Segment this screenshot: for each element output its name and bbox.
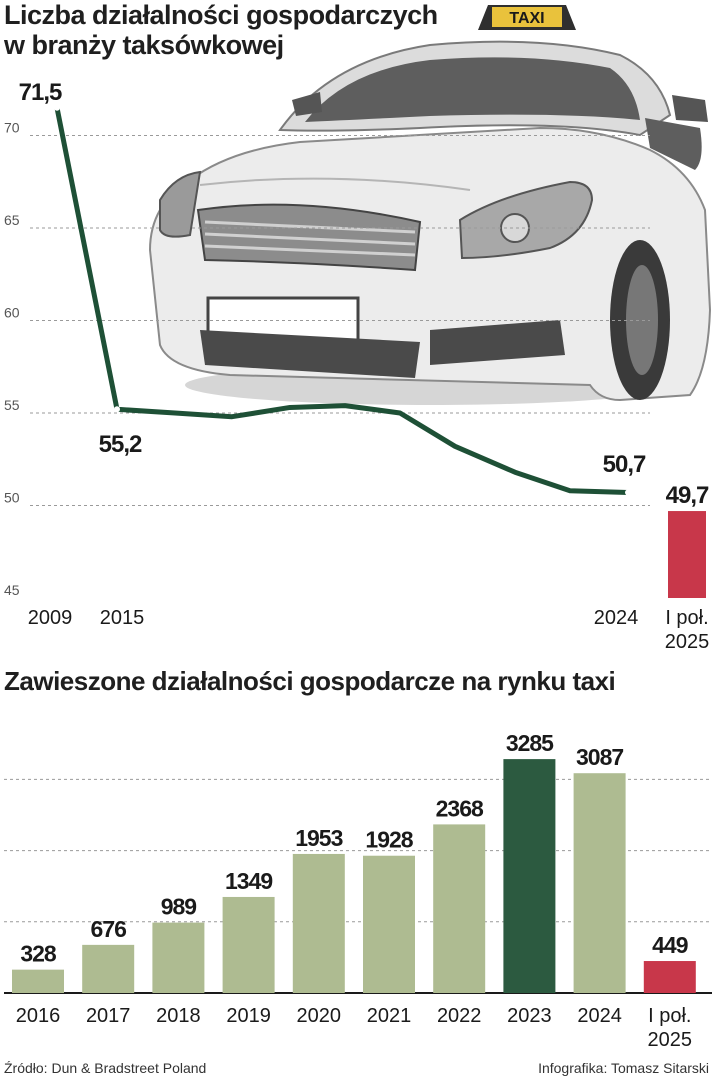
bar-value-label: 1928 (365, 827, 413, 853)
bar-value-label: 3285 (506, 730, 554, 756)
y-tick-label: 65 (4, 212, 20, 228)
bar-value-label: 676 (91, 916, 127, 942)
y-tick-label: 60 (4, 305, 20, 321)
bar (292, 853, 345, 993)
x-tick-label: 2009 (28, 607, 73, 629)
chart1-title-line1: Liczba działalności gospodarczych (4, 0, 438, 30)
line-chart: TAXI 45 50 55 60 65 70 71,5 55,2 50,7 49,7 2009 2… (4, 5, 712, 653)
y-tick-label: 70 (4, 120, 20, 136)
y-tick-label: 55 (4, 397, 20, 413)
data-label: 71,5 (19, 79, 62, 106)
bar-value-label: 449 (652, 932, 688, 958)
data-label: 50,7 (603, 451, 646, 478)
data-label: 55,2 (99, 431, 142, 458)
bar (222, 896, 275, 993)
series-line (54, 107, 629, 496)
bar (12, 969, 64, 993)
x-tick-label-partial: I poł. (665, 607, 708, 629)
bar (82, 944, 135, 993)
category-label: I poł. (648, 1005, 691, 1027)
bar-value-label: 1953 (295, 825, 342, 851)
y-tick-label: 50 (4, 490, 20, 506)
category-label: 2017 (86, 1005, 131, 1027)
bar-value-label: 328 (20, 941, 57, 967)
category-label: 2021 (367, 1005, 412, 1027)
bar (363, 855, 415, 993)
partial-year-bar (668, 511, 706, 598)
bar-value-label: 2368 (436, 795, 484, 821)
bar (433, 824, 486, 993)
chart2-title: Zawieszone działalności gospodarcze na r… (4, 666, 616, 696)
category-label: 2023 (507, 1005, 552, 1027)
category-label: 2020 (297, 1005, 342, 1027)
x-tick-label-partial: 2025 (665, 631, 710, 653)
category-label: 2019 (226, 1005, 271, 1027)
category-label: 2022 (437, 1005, 482, 1027)
bar-value-label: 989 (161, 894, 197, 920)
y-tick-label: 45 (4, 582, 20, 598)
data-point-marker (625, 489, 631, 496)
bar (573, 773, 626, 993)
infographic-credit: Infografika: Tomasz Sitarski (538, 1060, 709, 1076)
partial-bar-value-label: 49,7 (666, 482, 709, 509)
data-point-marker (114, 406, 120, 413)
category-label: 2016 (16, 1005, 61, 1027)
x-tick-label: 2024 (594, 607, 639, 629)
bar (152, 922, 205, 993)
source-note: Źródło: Dun & Bradstreet Poland (4, 1060, 207, 1076)
data-point-marker (54, 104, 60, 111)
taxi-car-illustration: TAXI (148, 5, 712, 405)
taxi-sign-text: TAXI (509, 10, 544, 27)
category-label: 2025 (648, 1029, 693, 1051)
bar (643, 961, 696, 993)
category-label: 2024 (577, 1005, 622, 1027)
x-tick-label: 2015 (100, 607, 145, 629)
bar-value-label: 3087 (576, 744, 623, 770)
category-label: 2018 (156, 1005, 201, 1027)
bar (503, 759, 556, 993)
chart1-title-line2: w branży taksówkowej (4, 30, 284, 60)
bar-value-label: 1349 (225, 868, 272, 894)
